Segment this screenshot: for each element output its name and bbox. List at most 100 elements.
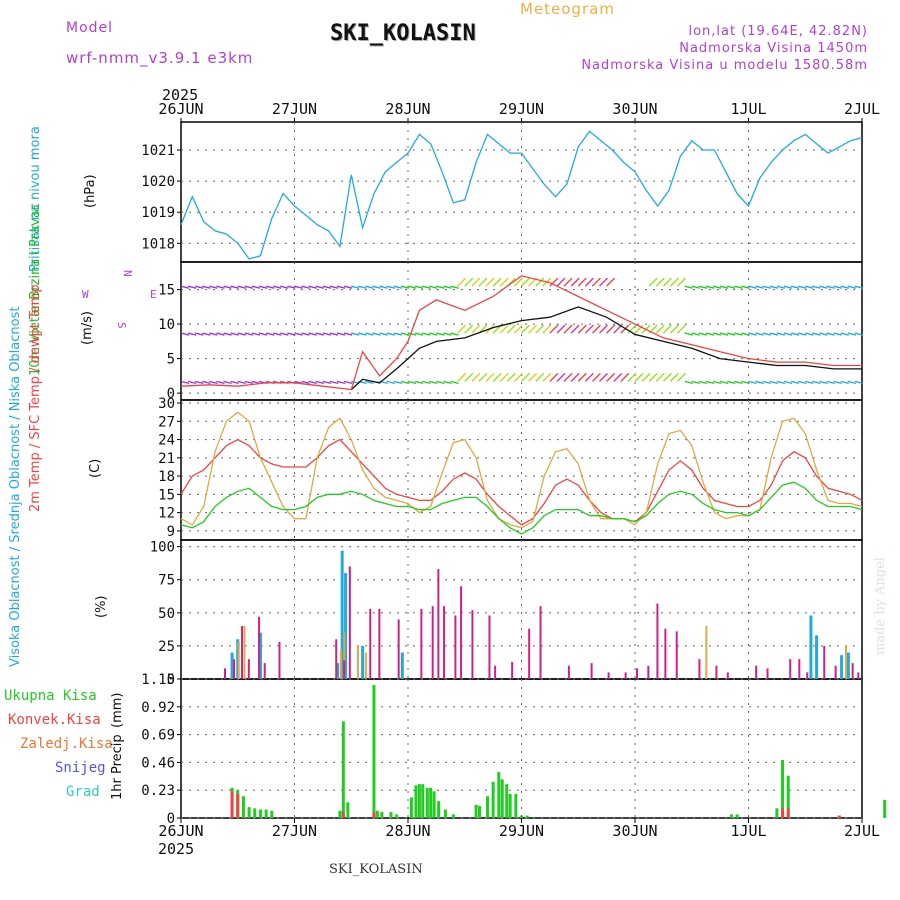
precip-bar — [514, 793, 518, 818]
precip-bar — [417, 784, 421, 818]
wind-barb — [280, 332, 289, 336]
cloud-bar — [420, 608, 423, 679]
temp-2m-line — [180, 438, 863, 526]
cloud-bar — [437, 569, 440, 679]
wind-unit: (m/s) — [80, 311, 95, 345]
wind-barb — [365, 332, 374, 336]
wind-barb — [584, 372, 594, 382]
wind-barb — [719, 332, 729, 336]
wind-barb — [748, 285, 757, 289]
wind-barb — [691, 285, 700, 289]
wind-barb — [563, 324, 573, 334]
wind-barb — [812, 332, 821, 336]
wind-barb — [251, 380, 261, 385]
wind-barb — [812, 380, 821, 385]
cloud-bar — [656, 603, 659, 679]
wind-barb — [741, 285, 750, 289]
wind-barb — [386, 285, 395, 289]
panel-frame — [180, 121, 863, 263]
x-tick-label-bottom: 1JUL — [730, 822, 766, 840]
y-tick-label: 75 — [158, 573, 175, 589]
pressure-line — [180, 130, 863, 260]
wind-barb — [727, 380, 736, 385]
model-label: Model — [66, 20, 114, 36]
cloud-bar — [336, 663, 340, 679]
wind-barb — [230, 380, 239, 385]
wind-barb — [450, 332, 459, 336]
wind-barb — [464, 372, 474, 382]
cloud-bar — [356, 645, 359, 679]
y-tick-label: 30 — [158, 396, 175, 412]
wind-barb — [429, 332, 438, 336]
wind-barb — [819, 380, 828, 385]
precip-bar — [241, 796, 245, 818]
precip-bar — [338, 810, 342, 818]
compass-s: S — [115, 322, 128, 329]
wind-barb — [698, 380, 708, 385]
wind-barb — [209, 380, 218, 385]
wind-barb — [634, 324, 644, 334]
wind-barb — [365, 380, 374, 385]
wind-barb — [556, 277, 566, 287]
precip-bar — [883, 799, 887, 818]
wind-barb — [407, 285, 417, 289]
y-tick-label: 0.92 — [141, 700, 175, 716]
wind-barb — [613, 372, 623, 382]
wind-barb — [684, 332, 693, 336]
wind-barb — [769, 332, 778, 336]
wind-barb — [287, 332, 296, 336]
cloud-bar — [844, 645, 847, 679]
x-tick-label-bottom: 27JUN — [272, 822, 317, 840]
wind-barb — [797, 380, 807, 385]
precip-legend-item: Snijeg — [55, 760, 106, 776]
wind-barb — [471, 277, 481, 287]
watermark: made by Angel — [873, 557, 888, 655]
wind-barb — [812, 285, 821, 289]
wind-barb — [343, 380, 353, 385]
precip-legend-item: Zaledj.Kisa — [20, 736, 113, 752]
wind-barb — [826, 380, 835, 385]
precip-bar — [525, 815, 529, 818]
wind-barb — [422, 380, 431, 385]
wind-barb — [513, 372, 523, 382]
wind-barb — [677, 372, 687, 382]
x-tick-label-top: 30JUN — [612, 100, 657, 118]
wind-barb — [322, 332, 332, 336]
wind-barb — [847, 332, 856, 336]
wind-barb — [457, 324, 467, 334]
cloud-bar — [834, 665, 837, 679]
cloud-bar — [397, 619, 400, 679]
cloud-bar — [247, 659, 250, 679]
cloud-bar — [233, 659, 236, 679]
wind-barb — [819, 332, 828, 336]
wind-barb — [783, 332, 793, 336]
wind-barb — [591, 324, 601, 334]
precip-bar — [372, 811, 376, 818]
precip-bar — [395, 814, 399, 818]
panel-frame — [180, 399, 863, 541]
wind-barb — [854, 285, 864, 289]
cloud-bar — [343, 632, 346, 679]
y-tick-label: 12 — [158, 506, 175, 522]
cloud-bar — [278, 641, 281, 679]
wind-barb — [457, 372, 467, 382]
wind-barb — [301, 285, 310, 289]
panel-frame — [180, 261, 863, 401]
precip-bar — [437, 801, 441, 818]
wind-barb — [308, 380, 317, 385]
wind-barb — [478, 277, 488, 287]
wind-barb — [195, 380, 204, 385]
wind-barb — [393, 380, 402, 385]
wind-barb — [216, 380, 225, 385]
wind-barb — [244, 285, 254, 289]
wind-barb — [187, 380, 197, 385]
wind-barb — [620, 372, 630, 382]
wind-gust-line — [180, 275, 862, 391]
wind-barb — [648, 372, 658, 382]
wind-barb — [358, 332, 367, 336]
cloud-bar — [494, 665, 497, 679]
wind-barb — [400, 285, 410, 289]
cloud-bar — [715, 665, 718, 679]
precip-legend-item: Ukupna Kisa — [4, 688, 97, 704]
cloud-bar — [343, 660, 346, 679]
